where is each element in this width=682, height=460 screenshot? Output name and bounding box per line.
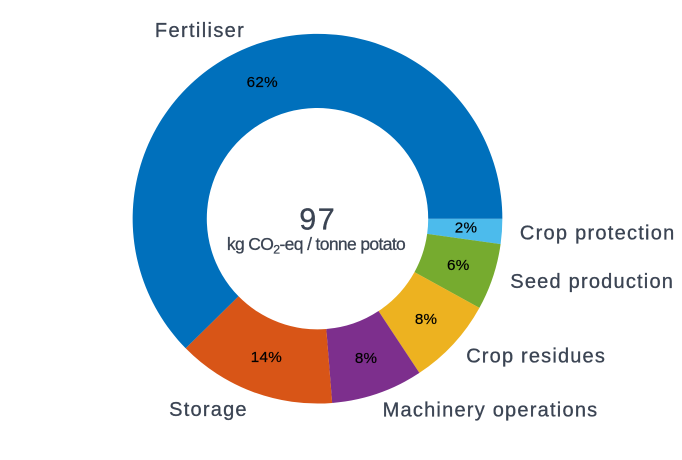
svg-text:Crop residues: Crop residues [466, 346, 606, 368]
svg-text:Storage: Storage [169, 399, 248, 421]
svg-text:kg CO2-eq / tonne potato: kg CO2-eq / tonne potato [227, 234, 405, 256]
svg-text:8%: 8% [415, 311, 438, 328]
svg-text:97: 97 [299, 202, 336, 236]
svg-text:Crop protection: Crop protection [520, 223, 676, 245]
svg-text:6%: 6% [447, 257, 470, 274]
svg-text:2%: 2% [455, 220, 478, 237]
svg-text:62%: 62% [247, 74, 278, 91]
svg-text:14%: 14% [251, 349, 282, 366]
svg-text:Seed production: Seed production [510, 271, 674, 293]
svg-text:Machinery operations: Machinery operations [383, 400, 599, 422]
svg-text:Fertiliser: Fertiliser [155, 20, 245, 42]
svg-text:8%: 8% [355, 350, 378, 367]
